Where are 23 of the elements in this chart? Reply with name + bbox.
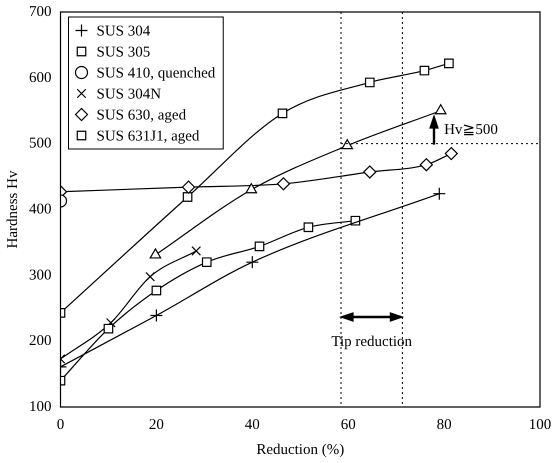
y-tick-label: 700 [29,4,52,20]
y-tick-label: 200 [29,333,52,350]
legend-label: SUS 630, aged [96,107,187,124]
x-tick-label: 60 [340,416,356,433]
x-tick-label: 40 [244,416,260,433]
y-tick-label: 600 [29,70,52,86]
x-tick-label: 0 [56,416,64,433]
legend-label: SUS 304N [96,86,162,102]
annotation: Tip reduction [331,334,413,350]
legend-label: SUS 631J1, aged [96,128,200,144]
x-axis-title: Reduction (%) [256,442,344,458]
y-tick-label: 300 [29,267,52,284]
y-tick-label: 100 [29,398,52,415]
y-tick-label: 400 [29,201,52,218]
legend-label: SUS 304 [96,23,151,40]
x-tick-label: 20 [148,416,164,433]
legend-label: Hv≧500 [444,122,498,138]
y-tick-label: 500 [29,136,52,152]
y-axis-title: Hardness Hv [4,170,21,248]
x-tick-label: 100 [528,416,552,433]
legend-label: SUS 305 [96,44,150,60]
legend-label: SUS 410, quenched [96,65,216,82]
x-tick-label: 80 [436,416,452,433]
